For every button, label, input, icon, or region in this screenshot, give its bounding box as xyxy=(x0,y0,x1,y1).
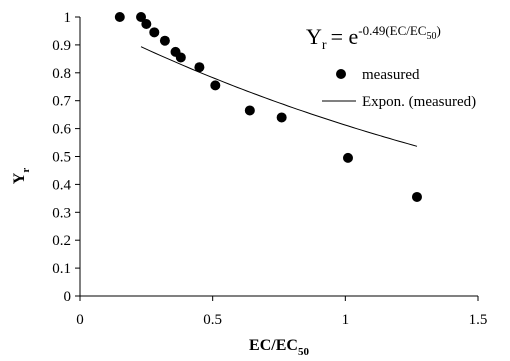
x-tick-label: 0 xyxy=(76,312,84,328)
y-tick-label: 0.4 xyxy=(52,177,71,193)
x-axis-title-main: EC/EC xyxy=(249,337,298,354)
equation-equals: = e xyxy=(331,24,359,49)
data-point xyxy=(175,52,186,63)
data-point xyxy=(276,112,287,123)
x-axis-title: EC/EC50 xyxy=(249,337,309,356)
y-ticks: 0 0.1 0.2 0.3 0.4 0.5 0.6 0.7 0.8 0.9 1 xyxy=(52,10,80,305)
y-axis-title: Yr xyxy=(11,168,32,185)
trendline-expon xyxy=(140,46,418,147)
equation-exponent-sub: 50 xyxy=(426,31,436,42)
data-point xyxy=(149,27,160,38)
data-point xyxy=(136,12,147,22)
x-axis-title-sub: 50 xyxy=(298,346,310,356)
data-point xyxy=(159,35,170,46)
data-point xyxy=(411,191,422,202)
data-point xyxy=(141,18,152,29)
x-tick-label: 1.5 xyxy=(469,312,488,328)
equation-exponent-close: ) xyxy=(436,23,440,38)
x-ticks: 0 0.5 1 1.5 xyxy=(76,296,487,328)
equation-exponent: -0.49(EC/EC xyxy=(358,23,426,38)
legend-label-expon: Expon. (measured) xyxy=(362,94,476,110)
axes xyxy=(79,17,478,297)
legend-marker-measured xyxy=(336,69,346,79)
legend-label-measured: measured xyxy=(362,67,420,83)
y-tick-label: 0.1 xyxy=(52,261,71,277)
y-tick-label: 0.7 xyxy=(52,94,71,110)
data-points xyxy=(114,12,422,202)
data-point xyxy=(114,12,125,22)
equation-lhs-sub: r xyxy=(322,38,327,53)
data-point xyxy=(342,152,353,163)
y-tick-label: 0.2 xyxy=(52,233,71,249)
equation: Yr = e-0.49(EC/EC50) xyxy=(306,23,441,53)
trendline xyxy=(140,46,418,147)
data-point xyxy=(194,62,205,73)
legend: measured Expon. (measured) xyxy=(322,67,476,110)
y-tick-label: 0.5 xyxy=(52,150,71,166)
y-axis-title-main: Y xyxy=(11,172,28,184)
y-tick-label: 0 xyxy=(64,289,72,305)
y-tick-label: 0.8 xyxy=(52,66,71,82)
data-point xyxy=(244,105,255,116)
x-tick-label: 1 xyxy=(342,312,350,328)
x-tick-label: 0.5 xyxy=(203,312,222,328)
y-tick-label: 0.6 xyxy=(52,122,71,138)
y-tick-label: 0.3 xyxy=(52,205,71,221)
y-axis-title-sub: r xyxy=(20,168,32,173)
y-tick-label: 1 xyxy=(64,10,72,26)
y-tick-label: 0.9 xyxy=(52,38,71,54)
equation-lhs: Y xyxy=(306,24,322,49)
data-point xyxy=(210,80,221,91)
